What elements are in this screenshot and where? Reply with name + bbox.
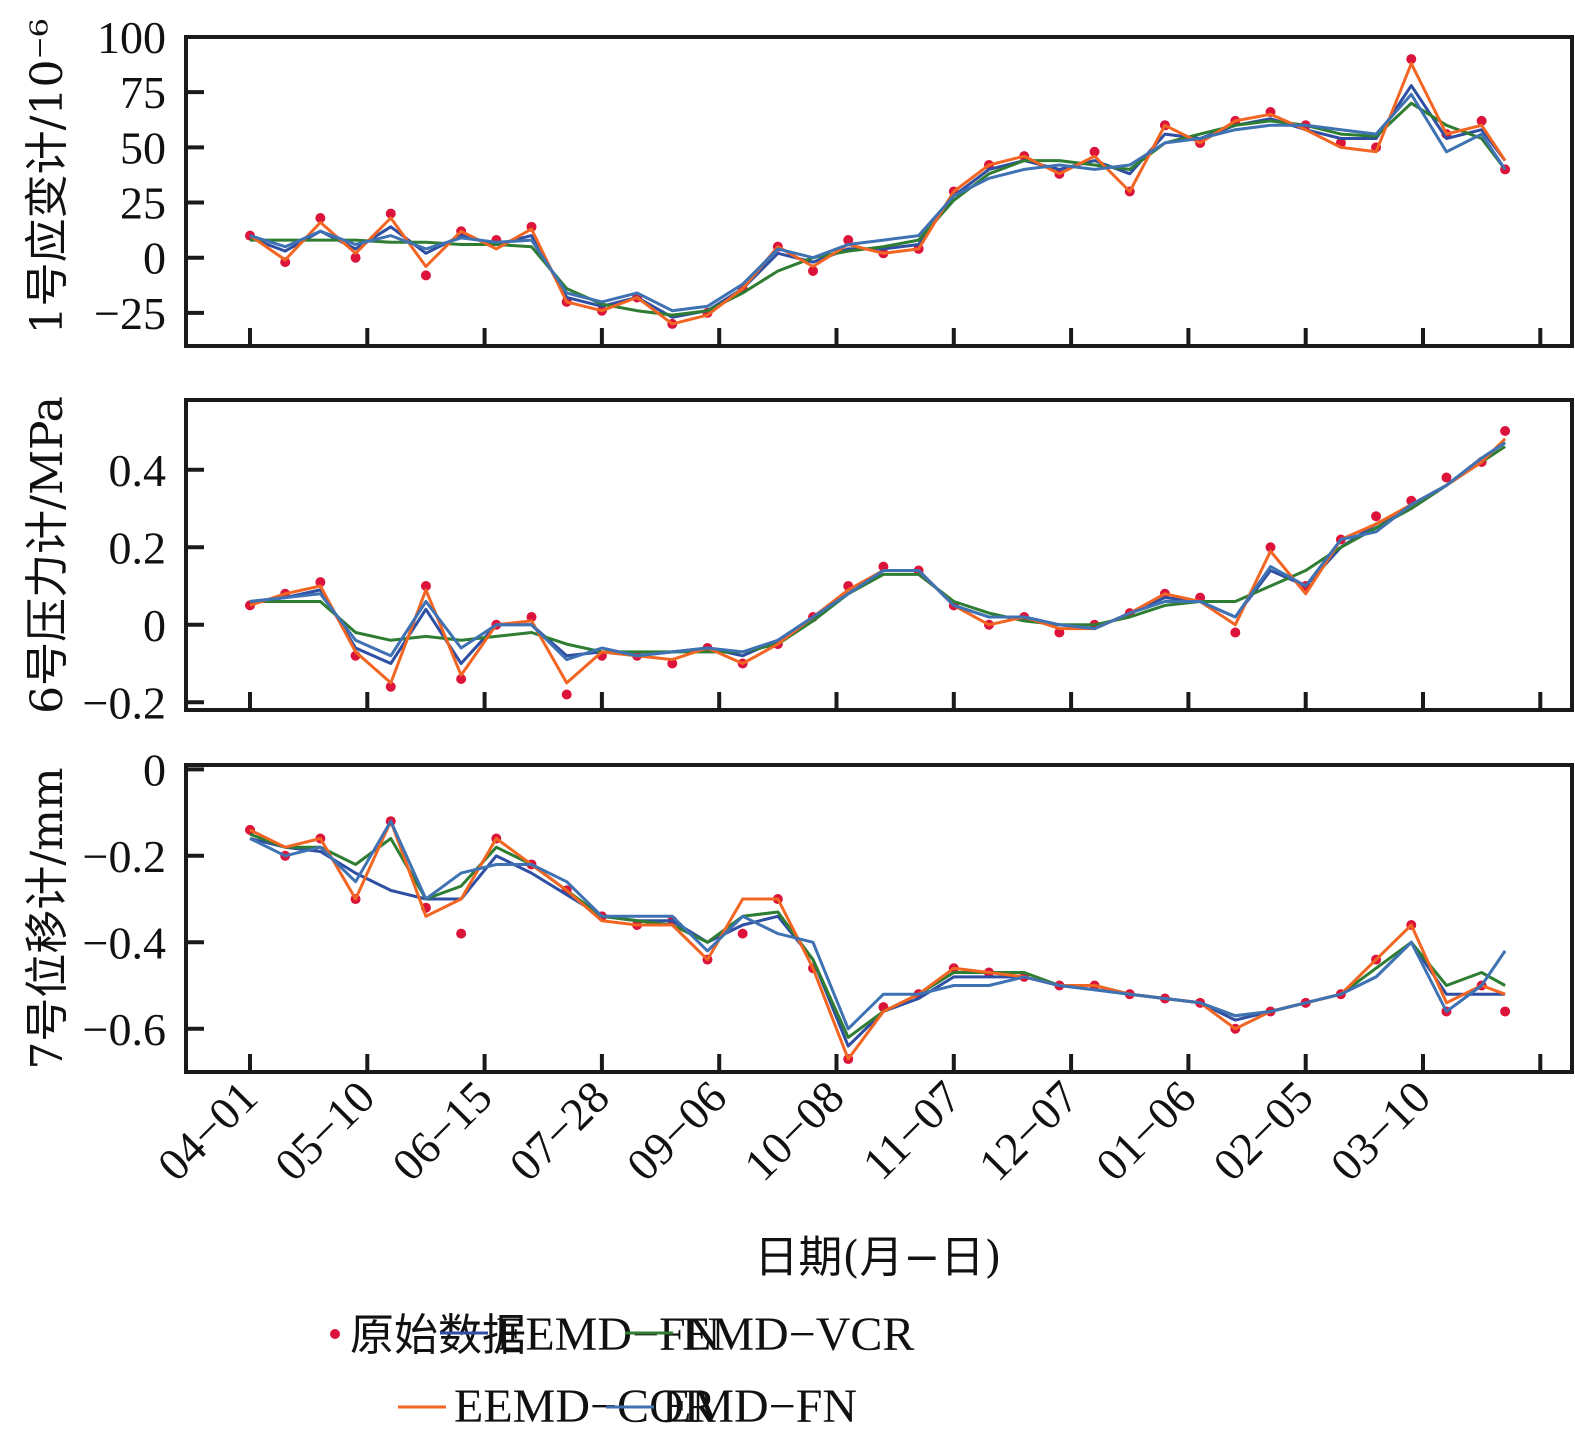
plot-frame <box>184 35 1574 348</box>
series-line-emd-vcr <box>250 445 1506 654</box>
raw-point <box>1265 542 1276 553</box>
x-tick-label: 11−07 <box>853 1071 971 1189</box>
series-line-emd-fn <box>249 819 1507 1031</box>
series-line-eemd-fn <box>249 441 1506 665</box>
x-tick-label: 12−07 <box>969 1071 1088 1190</box>
raw-point <box>1230 627 1241 638</box>
raw-point <box>1371 511 1382 522</box>
y-axis-title: 7号位移计/mm <box>22 767 73 1069</box>
x-axis-title: 日期(月−日) <box>754 1232 1001 1283</box>
y-tick-label: 0 <box>143 233 166 284</box>
y-tick-label: −0.2 <box>83 831 166 882</box>
legend-entry-emd-vcr: EMD−VCR <box>625 1308 914 1361</box>
x-tick-label: 02−05 <box>1203 1071 1322 1190</box>
raw-point <box>1089 146 1100 157</box>
y-tick-label: −0.4 <box>83 917 166 968</box>
y-tick-label: 75 <box>120 67 166 118</box>
y-tick-label: 50 <box>120 122 166 173</box>
plot-frame <box>184 398 1574 712</box>
raw-point <box>1441 472 1452 483</box>
legend-label-emd-fn: EMD−FN <box>662 1380 857 1433</box>
raw-point <box>808 265 819 276</box>
x-tick-label: 07−28 <box>500 1071 619 1190</box>
raw-point <box>737 928 748 939</box>
raw-point <box>843 235 854 246</box>
raw-point <box>1500 426 1511 436</box>
x-tick-label: 06−15 <box>382 1071 501 1190</box>
raw-point <box>561 689 572 700</box>
x-tick-label: 09−06 <box>617 1071 736 1190</box>
series-line-emd-vcr <box>249 832 1506 1039</box>
raw-point <box>420 581 431 591</box>
panel-2: −0.2 0 0.2 0.4 6号压力计/MPa <box>22 396 1574 728</box>
panel-3: −0.6 −0.4 −0.2 0 7号位移计/mm <box>22 744 1574 1074</box>
series-line-eemd-fn <box>249 84 1507 319</box>
raw-point <box>1406 54 1417 65</box>
y-tick-label: −25 <box>94 288 166 339</box>
legend-label-raw: 原始数据 <box>350 1310 526 1361</box>
y-axis-title: 1号应变计/10⁻⁶ <box>22 19 73 335</box>
x-tick-label: 05−10 <box>265 1071 384 1190</box>
legend: 原始数据 EEMD−FN EMD−VCR EEMD−COR EMD−FN <box>330 1308 914 1433</box>
y-tick-label: 0 <box>143 744 166 795</box>
y-tick-label: 0.4 <box>109 445 167 496</box>
raw-point <box>420 270 431 281</box>
raw-point <box>245 824 255 835</box>
y-tick-label: 0.2 <box>109 522 167 573</box>
y-tick-label: 0 <box>143 600 166 651</box>
legend-entry-eemd-cor: EEMD−COR <box>398 1380 716 1433</box>
legend-marker-raw <box>330 1329 340 1339</box>
legend-entry-raw: 原始数据 <box>330 1310 526 1361</box>
raw-point <box>526 612 537 622</box>
series-line-eemd-cor <box>249 437 1507 685</box>
raw-data-points <box>245 816 1511 1065</box>
legend-entry-emd-fn: EMD−FN <box>606 1380 857 1433</box>
legend-entry-eemd-fn: EEMD−FN <box>440 1308 720 1361</box>
raw-point <box>667 658 678 669</box>
y-tick-label: 25 <box>120 178 166 229</box>
x-tick-label: 03−10 <box>1321 1071 1440 1190</box>
y-tick-label: 100 <box>97 12 166 63</box>
y-axis-title: 6号压力计/MPa <box>22 396 73 714</box>
raw-point <box>350 252 361 263</box>
raw-point <box>1500 1006 1511 1017</box>
raw-data-points <box>245 426 1511 700</box>
legend-label-eemd-cor: EEMD−COR <box>454 1380 716 1433</box>
plot-frame <box>184 763 1574 1074</box>
series-line-eemd-cor <box>249 819 1506 1061</box>
x-tick-label: 01−06 <box>1086 1071 1205 1190</box>
series-line-emd-fn <box>249 441 1506 662</box>
series-line-eemd-cor <box>249 62 1507 326</box>
raw-point <box>456 674 467 684</box>
panels: −2502550751001号应变计/10⁻⁶−0.200.20.46号压力计/… <box>22 12 1574 1074</box>
raw-point <box>1476 115 1487 126</box>
raw-point <box>456 928 467 939</box>
legend-label-emd-vcr: EMD−VCR <box>682 1308 914 1361</box>
y-tick-label: −0.6 <box>83 1004 166 1055</box>
x-tick-label: 10−08 <box>734 1071 853 1190</box>
raw-point <box>385 681 396 692</box>
raw-data-points <box>245 54 1511 329</box>
x-tick-label: 04−01 <box>148 1071 267 1190</box>
legend-label-eemd-fn: EEMD−FN <box>496 1308 720 1361</box>
y-tick-label: −0.2 <box>83 677 166 728</box>
raw-point <box>385 208 396 219</box>
raw-point <box>315 577 326 588</box>
raw-point <box>315 212 326 223</box>
series-line-emd-fn <box>249 92 1507 313</box>
